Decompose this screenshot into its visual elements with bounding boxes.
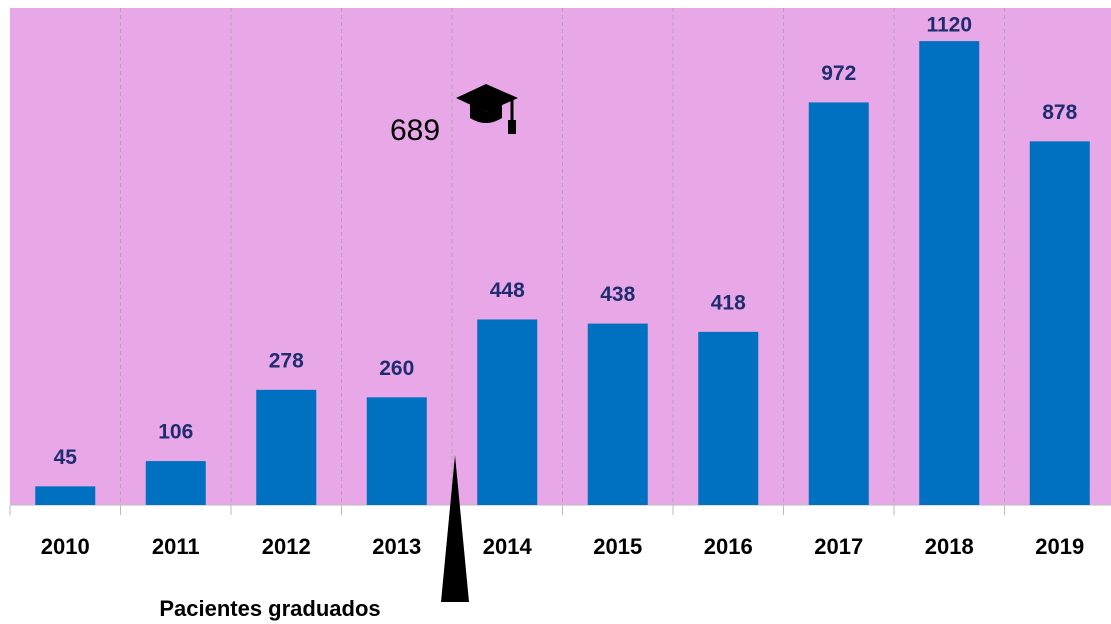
x-tick-label: 2019 <box>1035 534 1084 559</box>
bar <box>256 389 317 505</box>
x-tick-label: 2016 <box>704 534 753 559</box>
bar <box>698 331 759 505</box>
x-tick-label: 2018 <box>925 534 974 559</box>
x-tick-label: 2012 <box>262 534 311 559</box>
x-tick-label: 2014 <box>483 534 533 559</box>
data-label: 106 <box>158 421 193 444</box>
bar <box>145 461 206 505</box>
bar <box>808 102 869 506</box>
data-label: 878 <box>1042 101 1077 124</box>
arrow <box>441 455 469 602</box>
data-label: 1120 <box>926 14 972 37</box>
x-tick-label: 2013 <box>372 534 421 559</box>
bar <box>477 319 538 505</box>
category-grid <box>9 8 1111 515</box>
bar <box>35 486 96 505</box>
data-label: 45 <box>54 446 78 469</box>
x-tick-label: 2015 <box>593 534 642 559</box>
bar <box>919 41 980 506</box>
data-label: 438 <box>600 283 635 306</box>
data-label: 418 <box>711 291 746 314</box>
x-tick-label: 2017 <box>814 534 863 559</box>
x-tick-label: 2011 <box>152 534 200 559</box>
data-label: 278 <box>269 349 304 372</box>
x-axis-label: Pacientes graduados <box>159 596 380 621</box>
graduation-cap <box>456 84 518 134</box>
data-label: 972 <box>821 62 856 85</box>
bar <box>366 397 427 505</box>
bar <box>587 323 648 505</box>
annotation: 689 <box>390 114 440 147</box>
x-tick-label: 2010 <box>41 534 90 559</box>
data-label: 260 <box>379 357 414 380</box>
bar <box>1029 141 1090 505</box>
data-label: 448 <box>490 279 525 302</box>
